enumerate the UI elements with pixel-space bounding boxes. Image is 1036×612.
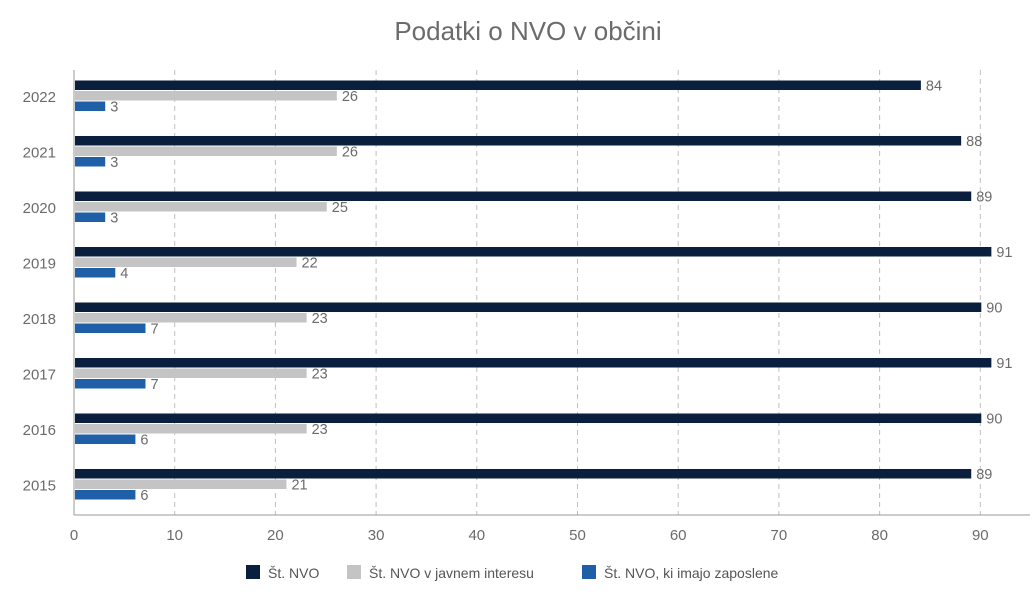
legend-label: Št. NVO [268,565,319,581]
x-tick-label: 0 [70,527,78,544]
data-label: 7 [150,377,158,393]
data-label: 91 [996,245,1012,261]
data-label: 90 [986,300,1002,316]
y-category-label: 2022 [23,89,56,106]
data-label: 89 [976,189,992,205]
data-label: 23 [312,311,328,327]
data-label: 7 [150,321,158,337]
x-tick-label: 20 [267,527,284,544]
bar [75,302,982,312]
data-label: 3 [110,210,118,226]
bar [75,268,116,278]
bar [75,91,337,101]
bar [75,202,327,212]
bar [75,434,136,444]
data-label: 3 [110,99,118,115]
bar [75,101,106,111]
bar [75,368,307,378]
bar [75,80,921,90]
legend-swatch [582,565,596,579]
data-label: 90 [986,411,1002,427]
bar [75,479,287,489]
legend: Št. NVO Št. NVO v javnem interesu Št. NVO,… [246,565,779,581]
data-label: 84 [926,78,942,94]
data-label: 3 [110,155,118,171]
data-label: 23 [312,422,328,438]
x-tick-label: 90 [972,527,989,544]
bar [75,490,136,500]
x-tick-label: 10 [166,527,183,544]
y-category-label: 2020 [23,200,56,217]
y-category-label: 2018 [23,311,56,328]
bar [75,358,992,368]
axes: 0 10 20 30 40 50 60 70 80 90 2022 2021 2020 2019 2018 2… [23,70,1030,544]
bar [75,146,337,156]
legend-swatch [347,565,361,579]
data-label: 89 [976,467,992,483]
legend-label: Št. NVO, ki imajo zaposlene [604,565,779,581]
data-label: 23 [312,366,328,382]
data-label: 26 [342,89,358,105]
data-label: 25 [332,200,348,216]
x-tick-label: 30 [368,527,385,544]
bar [75,469,972,479]
bar [75,257,297,267]
x-tick-label: 70 [771,527,788,544]
x-tick-label: 40 [468,527,485,544]
data-label: 6 [140,488,148,504]
data-label: 21 [291,477,307,493]
data-label: 6 [140,432,148,448]
bar [75,313,307,323]
bar [75,212,106,222]
x-tick-label: 50 [569,527,586,544]
legend-label: Št. NVO v javnem interesu [369,565,534,581]
bar [75,379,146,389]
y-category-label: 2015 [23,477,56,494]
x-tick-label: 80 [871,527,888,544]
bar [75,191,972,201]
bar [75,157,106,167]
chart-title: Podatki o NVO v občini [394,16,661,46]
data-label: 22 [302,255,318,271]
bars: 84 26 3 88 26 3 89 25 3 91 22 4 90 23 7 91 23 7 90 23 6 89 21 6 [75,78,1013,504]
data-label: 4 [120,266,128,282]
y-category-label: 2017 [23,366,56,383]
bar [75,323,146,333]
bar [75,424,307,434]
y-category-label: 2019 [23,255,56,272]
data-label: 91 [996,356,1012,372]
bar [75,413,982,423]
y-category-label: 2021 [23,144,56,161]
bar [75,136,962,146]
y-category-label: 2016 [23,422,56,439]
data-label: 88 [966,134,982,150]
legend-swatch [246,565,260,579]
data-label: 26 [342,144,358,160]
bar [75,247,992,257]
x-tick-label: 60 [670,527,687,544]
